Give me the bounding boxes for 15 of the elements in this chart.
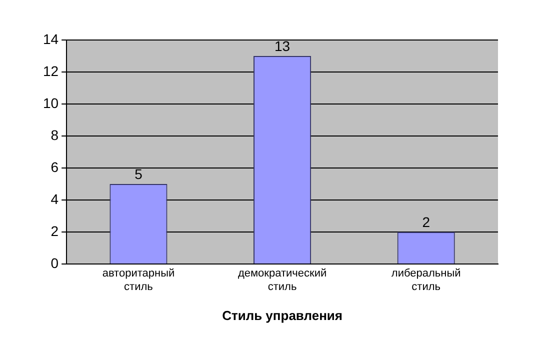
data-label: 2	[422, 214, 430, 230]
x-tick-label: авторитарный стиль	[102, 268, 175, 293]
y-tick-label: 2	[50, 222, 59, 239]
y-tick-label: 14	[42, 30, 59, 47]
y-tick-label: 10	[42, 94, 59, 111]
x-axis-title: Стиль управления	[222, 308, 343, 323]
y-tick-label: 12	[42, 62, 59, 79]
y-tick-label: 6	[50, 158, 59, 175]
x-tick-label: демократический стиль	[238, 268, 327, 293]
x-tick-label: либеральный стиль	[391, 268, 461, 293]
y-tick-label: 4	[50, 190, 59, 207]
y-tick-label: 8	[50, 126, 59, 143]
y-tick-label: 0	[50, 254, 59, 271]
data-label: 5	[134, 166, 143, 182]
data-label: 13	[274, 38, 290, 54]
